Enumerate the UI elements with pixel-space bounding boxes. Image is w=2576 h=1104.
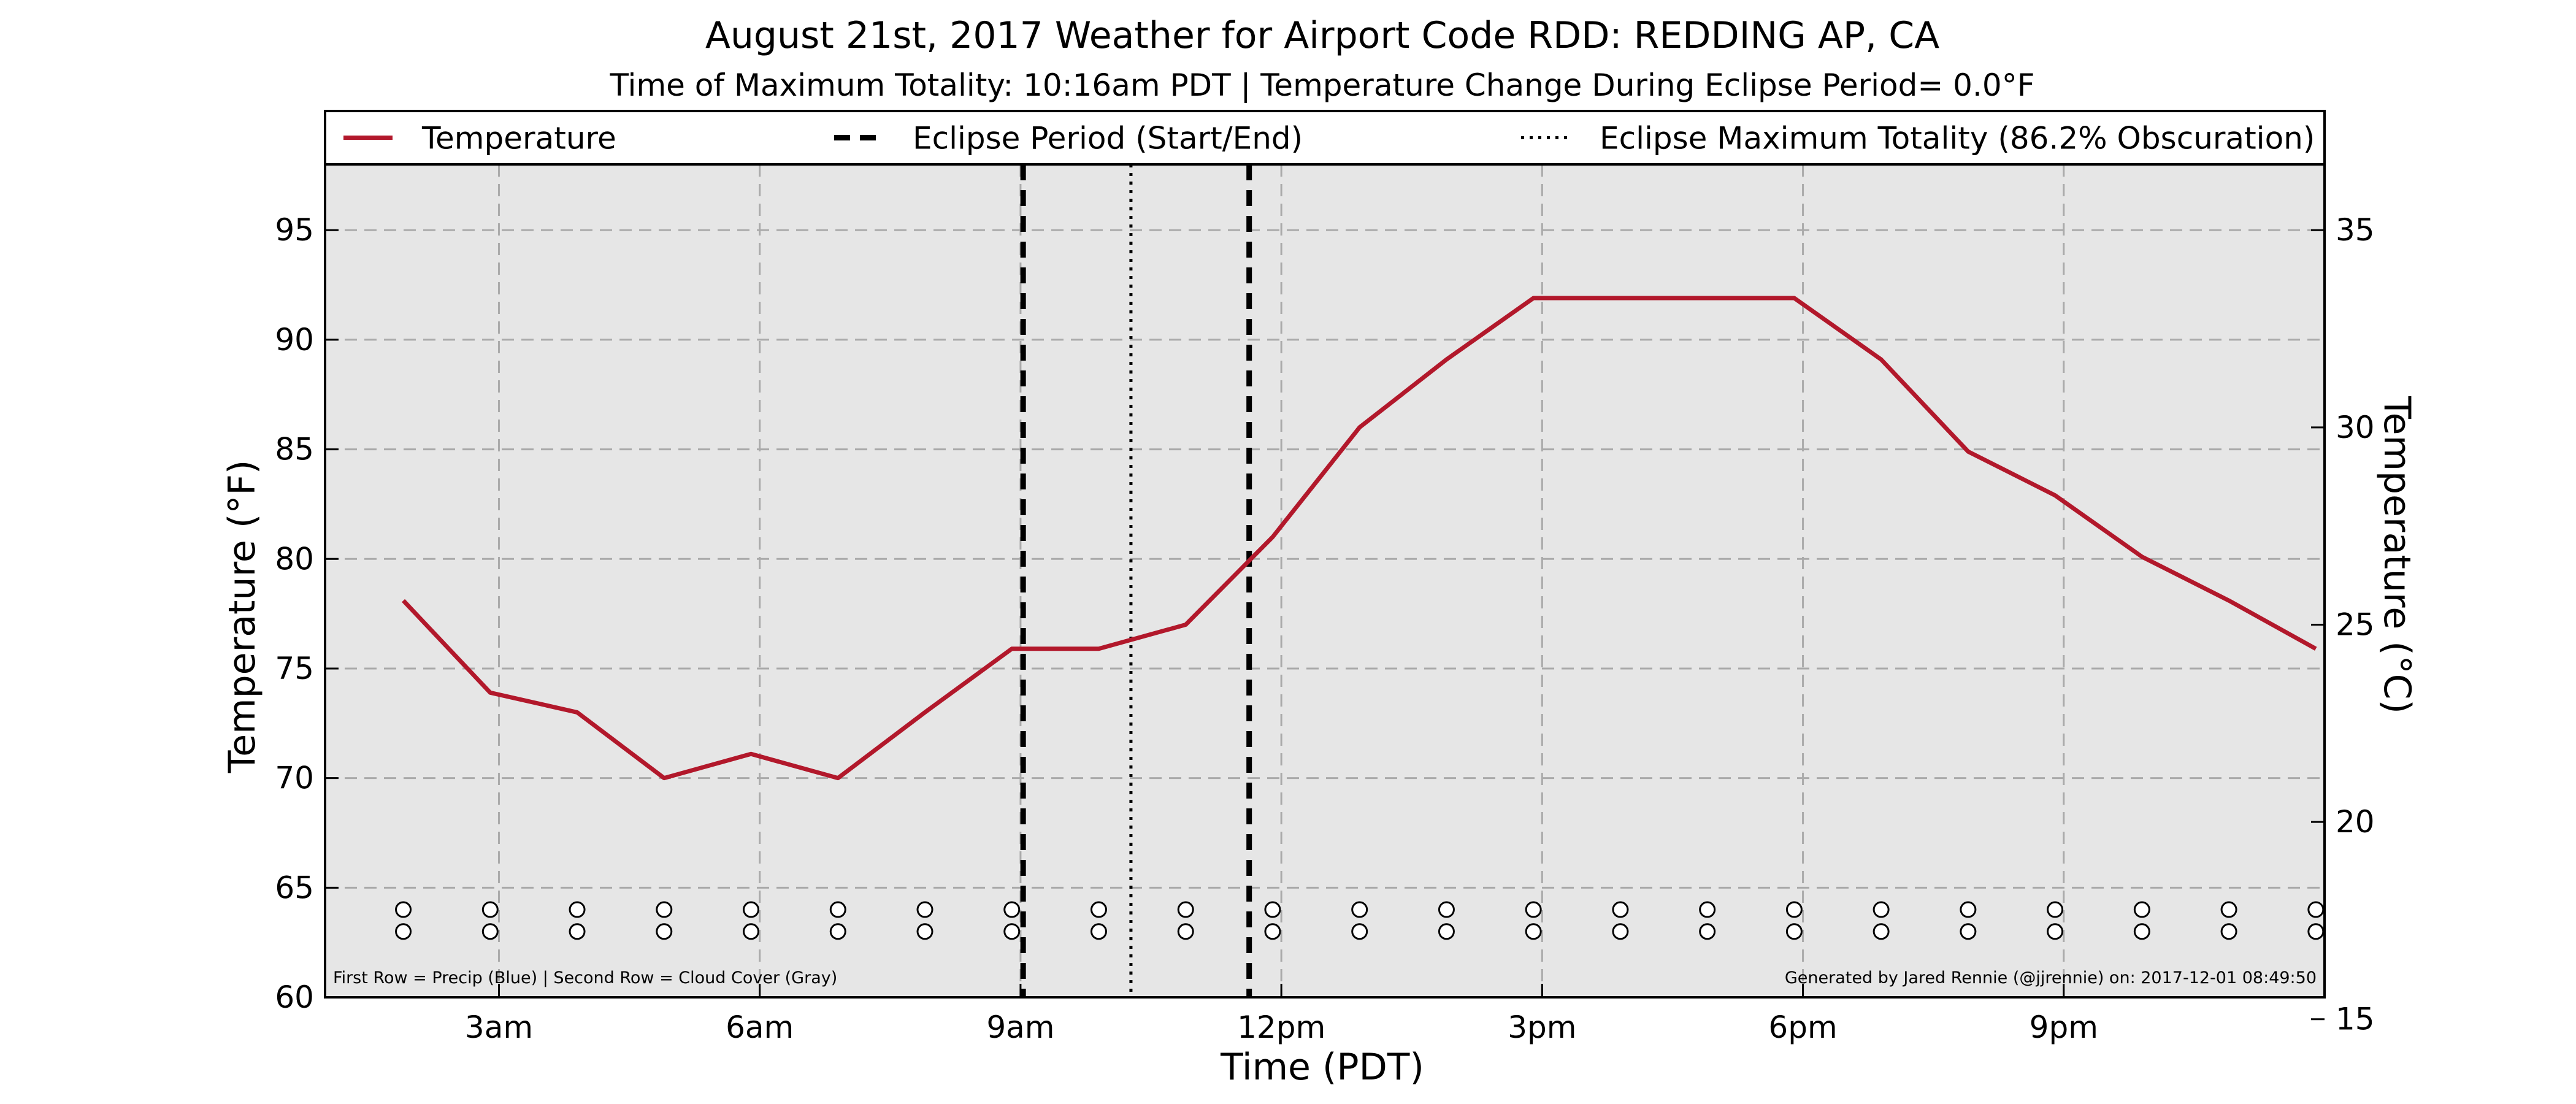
precip-marker [829,901,846,918]
y-tick-label-right: 30 [2336,410,2375,445]
x-tick-label: 9pm [2030,1010,2098,1045]
y-tick-label-left: 85 [275,432,314,467]
precip-marker [1003,901,1021,918]
precip-marker [743,901,760,918]
cloud-cover-marker [569,923,586,940]
y-tick-label-left: 90 [275,322,314,358]
cloud-cover-marker [1264,923,1281,940]
eclipse-lines [1020,164,1252,997]
cloud-cover-marker [743,923,760,940]
cloud-cover-marker [1699,923,1716,940]
x-tick-label: 3am [465,1010,533,1045]
precip-marker [481,901,499,918]
cloud-cover-marker [481,923,499,940]
precip-marker [1177,901,1194,918]
x-tick-label: 6pm [1768,1010,1837,1045]
precip-marker [1090,901,1107,918]
legend-label-temperature: Temperature [421,121,616,156]
precip-marker [1525,901,1542,918]
x-tick-label: 9am [986,1010,1054,1045]
precip-marker [1438,901,1455,918]
chart-title: August 21st, 2017 Weather for Airport Co… [705,14,1939,57]
precip-marker [569,901,586,918]
y-tick-label-right: 15 [2336,1002,2375,1037]
cloud-cover-marker [1177,923,1194,940]
precip-marker [1264,901,1281,918]
precip-marker [1612,901,1629,918]
y-tick-label-left: 60 [275,979,314,1015]
annotation-bottom-right: Generated by Jared Rennie (@jjrennie) on… [1785,968,2317,987]
precip-marker [1699,901,1716,918]
precip-marker [1351,901,1368,918]
cloud-cover-marker [1612,923,1629,940]
cloud-cover-marker [1090,923,1107,940]
precip-marker [916,901,933,918]
cloud-cover-marker [1003,923,1021,940]
x-tick-label: 6am [726,1010,794,1045]
cloud-cover-marker [1873,923,1890,940]
cloud-cover-marker [1438,923,1455,940]
legend: Temperature Eclipse Period (Start/End) Ecl… [324,110,2326,166]
x-axis-label: Time (PDT) [1220,1046,1424,1089]
plot-area [325,164,2325,997]
y-axis-label-right: Temperature (°C) [2375,396,2418,714]
cloud-cover-marker [829,923,846,940]
y-tick-label-left: 80 [275,541,314,577]
cloud-cover-marker [2047,923,2064,940]
precip-marker [395,901,412,918]
cloud-cover-marker [1525,923,1542,940]
legend-box [324,110,2326,166]
y-tick-label-left: 65 [275,870,314,905]
legend-label-eclipse-period: Eclipse Period (Start/End) [913,121,1303,156]
y-tick-label-right: 25 [2336,607,2375,642]
y-axis-label-left: Temperature (°F) [221,460,264,773]
precip-marker [1785,901,1803,918]
y-tick-label-left: 95 [275,212,314,248]
cloud-cover-marker [1351,923,1368,940]
legend-label-eclipse-max: Eclipse Maximum Totality (86.2% Obscurat… [1600,121,2315,156]
observation-markers [395,901,2325,940]
y-tick-label-left: 75 [275,651,314,686]
cloud-cover-marker [916,923,933,940]
precip-marker [2220,901,2237,918]
y-tick-label-right: 20 [2336,804,2375,840]
temperature-line [402,296,2317,781]
precip-marker [656,901,673,918]
cloud-cover-marker [1785,923,1803,940]
x-tick-label: 3pm [1508,1010,1576,1045]
y-tick-label-right: 35 [2336,212,2375,248]
cloud-cover-marker [2133,923,2150,940]
x-tick-label: 12pm [1237,1010,1325,1045]
precip-marker [2133,901,2150,918]
y-tick-label-left: 70 [275,761,314,796]
chart-subtitle: Time of Maximum Totality: 10:16am PDT | … [610,67,2035,103]
plot-background [325,164,2325,997]
cloud-cover-marker [656,923,673,940]
cloud-cover-marker [1960,923,1977,940]
temperature-series [402,296,2317,781]
cloud-cover-marker [395,923,412,940]
precip-marker [2307,901,2325,918]
precip-marker [1873,901,1890,918]
cloud-cover-marker [2307,923,2325,940]
cloud-cover-marker [2220,923,2237,940]
precip-marker [1960,901,1977,918]
precip-marker [2047,901,2064,918]
annotation-bottom-left: First Row = Precip (Blue) | Second Row =… [333,968,837,987]
